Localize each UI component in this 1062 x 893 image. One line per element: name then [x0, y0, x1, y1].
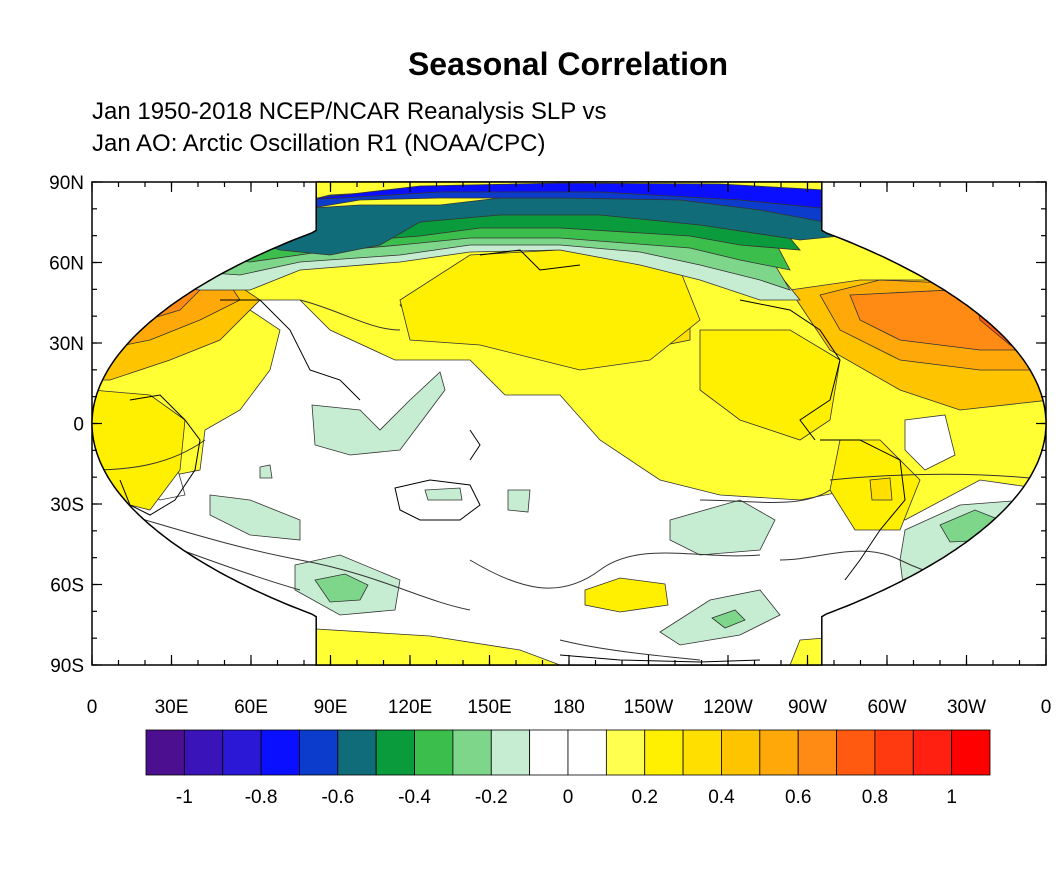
- colorbar-swatch: [721, 729, 761, 776]
- lon-tick-label: 30W: [947, 697, 986, 718]
- colorbar-label: -0.4: [398, 787, 431, 808]
- lat-tick-label: 60N: [49, 254, 84, 275]
- coastline: [479, 249, 581, 271]
- colorbar-label: 0.6: [785, 787, 811, 808]
- coastline: [394, 479, 481, 521]
- lat-tick-label: 0: [73, 415, 84, 436]
- coastline: [220, 299, 361, 401]
- globe-outline: [91, 181, 1047, 666]
- map-subtitle-line-2: Jan AO: Arctic Oscillation R1 (NOAA/CPC): [92, 130, 545, 157]
- coastline: [820, 439, 906, 581]
- contour-line: [469, 552, 761, 589]
- lat-tick-label: 30S: [50, 495, 84, 516]
- yellow-mid-america: [699, 329, 841, 441]
- map-subtitle-line-1: Jan 1950-2018 NCEP/NCAR Reanalysis SLP v…: [92, 98, 606, 125]
- colorbar-swatch: [874, 729, 914, 776]
- map-title: Seasonal Correlation: [408, 46, 728, 82]
- colorbar-label: 1: [946, 787, 957, 808]
- lon-tick-label: 30E: [155, 697, 189, 718]
- lon-tick-label: 120E: [388, 697, 432, 718]
- colorbar-swatch: [375, 729, 415, 776]
- green-arctic-teal: [218, 195, 852, 256]
- colorbar-label: 0.4: [708, 787, 735, 808]
- colorbar-swatch: [145, 729, 185, 776]
- lon-tick-label: 90W: [788, 697, 827, 718]
- colorbar-swatch: [529, 729, 569, 776]
- yellow-south-america-core: [869, 477, 893, 501]
- green-small-2: [259, 464, 273, 479]
- colorbar: [145, 729, 991, 776]
- contour-line: [92, 504, 471, 611]
- coastline: [119, 394, 201, 516]
- lon-tick-label: 0: [1041, 697, 1052, 718]
- lat-tick-label: 30N: [49, 334, 84, 355]
- green-indian-ocean: [209, 494, 301, 541]
- green-south-pacific-core: [711, 609, 746, 629]
- colorbar-label: 0.8: [862, 787, 888, 808]
- colorbar-swatch: [260, 729, 300, 776]
- coastline: [559, 654, 761, 663]
- colorbar-swatch: [644, 729, 684, 776]
- lon-tick-label: 120W: [703, 697, 753, 718]
- green-australia: [424, 487, 463, 501]
- colorbar-swatch: [222, 729, 262, 776]
- colorbar-swatch: [797, 729, 837, 776]
- colorbar-swatch: [836, 729, 876, 776]
- lon-tick-label: 180: [553, 697, 585, 718]
- orange-europe-core: [107, 287, 151, 319]
- colorbar-swatch: [490, 729, 531, 776]
- colorbar-swatch: [682, 729, 722, 776]
- colorbar-swatch: [414, 729, 454, 776]
- colorbar-swatch: [605, 729, 646, 776]
- colorbar-swatch: [337, 729, 377, 776]
- contour-line: [559, 639, 701, 661]
- white-region-caribbean: [904, 414, 956, 471]
- colorbar-swatch: [951, 729, 991, 776]
- yellow-south-pacific: [584, 577, 669, 613]
- colorbar-label: -0.6: [321, 787, 354, 808]
- lon-tick-label: 150E: [467, 697, 511, 718]
- colorbar-label: -0.2: [475, 787, 508, 808]
- colorbar-label: 0.2: [632, 787, 658, 808]
- lon-tick-label: 0: [87, 697, 98, 718]
- correlation-field: [92, 182, 1046, 665]
- colorbar-label: 0: [563, 787, 574, 808]
- green-small-1: [507, 489, 531, 513]
- colorbar-swatch: [759, 729, 799, 776]
- colorbar-swatch: [567, 729, 607, 776]
- lon-tick-label: 60W: [867, 697, 906, 718]
- colorbar-label: -0.8: [245, 787, 278, 808]
- green-south-indian-core: [314, 573, 369, 603]
- colorbar-label: -1: [176, 787, 193, 808]
- green-south-pacific: [669, 499, 776, 556]
- lat-tick-label: 90N: [49, 173, 84, 194]
- contour-line: [299, 299, 401, 331]
- colorbar-swatch: [452, 729, 492, 776]
- contour-line: [829, 473, 1046, 481]
- yellow-north-pacific-ring: [399, 249, 701, 371]
- colorbar-swatch: [912, 729, 953, 776]
- green-maritime: [311, 371, 446, 456]
- colorbar-swatch: [183, 729, 224, 776]
- coastline: [739, 299, 841, 441]
- colorbar-swatch: [299, 729, 339, 776]
- lat-tick-label: 60S: [50, 576, 84, 597]
- lon-tick-label: 90E: [314, 697, 348, 718]
- contour-line: [699, 489, 831, 503]
- lon-tick-label: 150W: [624, 697, 674, 718]
- lat-tick-label: 90S: [50, 656, 84, 677]
- lon-tick-label: 60E: [234, 697, 268, 718]
- coastline: [469, 429, 481, 461]
